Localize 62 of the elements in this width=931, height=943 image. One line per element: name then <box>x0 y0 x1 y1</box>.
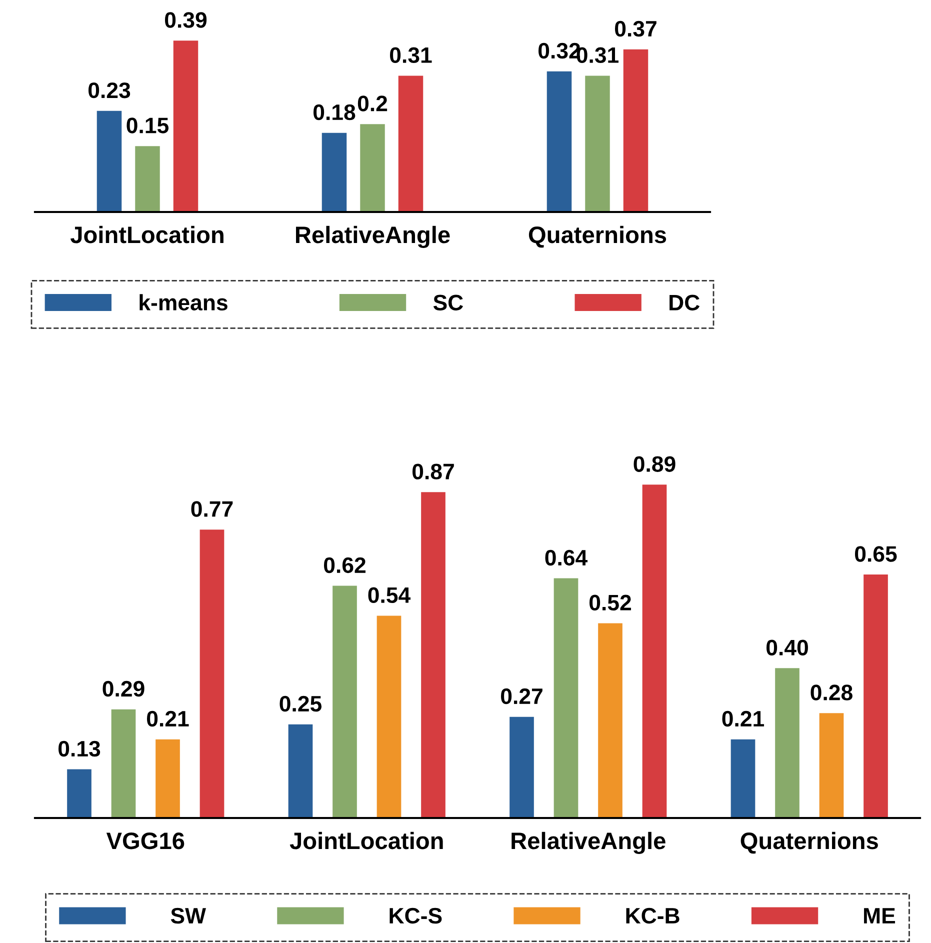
bar <box>623 49 648 212</box>
x-tick-label: Quaternions <box>528 226 666 248</box>
bar <box>332 586 357 818</box>
bar <box>546 71 572 212</box>
data-label: 0.77 <box>191 501 233 517</box>
data-label: 0.28 <box>810 684 852 700</box>
bar <box>322 132 347 212</box>
data-label: 0.64 <box>545 550 588 566</box>
data-label: 0.27 <box>501 688 542 704</box>
bar <box>775 668 800 818</box>
bar <box>421 492 446 818</box>
bar <box>642 484 667 818</box>
data-label: 0.25 <box>280 696 322 712</box>
legend-label: SW <box>170 908 206 924</box>
legend-label: k-means <box>140 294 228 310</box>
data-label: 0.40 <box>766 640 808 656</box>
x-tick-label: JointLocation <box>70 226 224 244</box>
data-label: 0.62 <box>324 557 366 574</box>
bar <box>173 40 198 212</box>
data-label: 0.23 <box>88 82 130 98</box>
bar <box>510 716 534 818</box>
bar <box>398 76 424 212</box>
bar <box>819 713 844 818</box>
x-tick-label: RelativeAngle <box>512 832 666 854</box>
x-tick-label: RelativeAngle <box>296 226 450 248</box>
bar <box>598 623 622 818</box>
x-tick-label: VGG16 <box>106 832 184 850</box>
bar <box>111 709 136 818</box>
bar <box>288 724 313 818</box>
data-label: 0.18 <box>314 104 356 120</box>
bar <box>360 124 385 212</box>
data-label: 0.21 <box>722 710 764 727</box>
bar <box>864 574 888 818</box>
bar <box>135 146 160 212</box>
bar <box>156 739 180 818</box>
bar <box>585 76 610 212</box>
data-label: 0.39 <box>165 12 207 28</box>
data-label: 0.29 <box>102 680 144 697</box>
bar <box>554 578 578 818</box>
data-label: 0.89 <box>634 456 676 472</box>
legend-label: SC <box>433 294 464 310</box>
bar <box>96 110 122 212</box>
data-label: 0.54 <box>368 587 411 604</box>
bar <box>376 616 402 818</box>
data-label: 0.2 <box>358 96 388 112</box>
bar <box>67 769 92 818</box>
data-label: 0.87 <box>412 464 454 480</box>
data-label: 0.52 <box>590 594 631 611</box>
data-label: 0.65 <box>855 546 897 562</box>
bar <box>200 530 224 818</box>
legend-label: KC-S <box>390 908 442 924</box>
data-label: 0.37 <box>615 20 656 37</box>
data-label: 0.21 <box>147 710 189 727</box>
bar <box>730 739 756 818</box>
legend-label: ME <box>864 908 896 924</box>
data-label: 0.15 <box>126 118 169 134</box>
data-label: 0.13 <box>58 740 100 757</box>
x-tick-label: Quaternions <box>740 832 878 854</box>
x-tick-label: JointLocation <box>290 832 443 850</box>
legend-label: DC <box>670 294 700 310</box>
data-label: 0.31 <box>390 47 432 64</box>
legend-label: KC-B <box>626 908 680 924</box>
